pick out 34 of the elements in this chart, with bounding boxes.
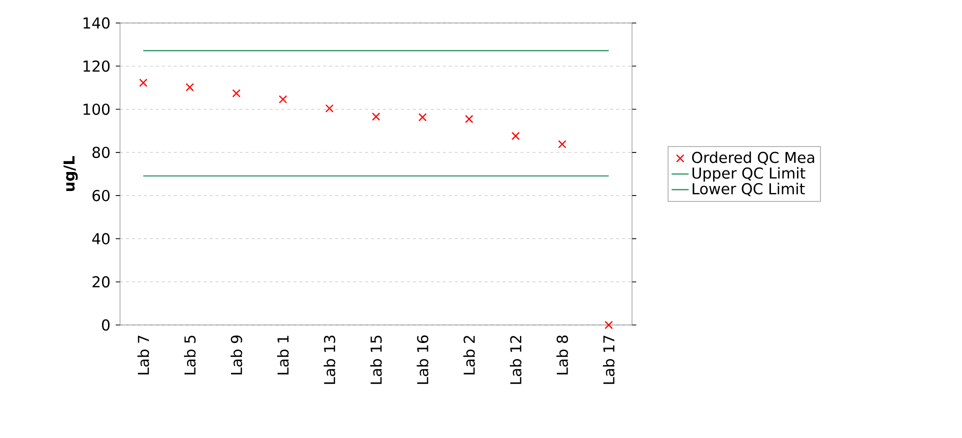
- legend-label: Upper QC Limit: [692, 167, 806, 182]
- y-tick-label: 100: [84, 104, 110, 115]
- y-tick-label: 60: [92, 190, 110, 202]
- x-tick-label: Lab 2: [463, 336, 475, 374]
- x-tick-label: Lab 16: [416, 335, 428, 384]
- x-tick-label: Lab 13: [324, 336, 336, 384]
- x-tick-label: Lab 15: [370, 336, 382, 384]
- point: [139, 78, 148, 87]
- y-tick-label: 0: [102, 319, 110, 331]
- point: [372, 112, 380, 121]
- y-tick-label: 80: [92, 146, 110, 158]
- point: [464, 114, 474, 124]
- point: [604, 320, 613, 330]
- y-tick-label: 40: [92, 233, 110, 244]
- x-tick-label: Lab 9: [230, 336, 242, 374]
- x-tick-label: Lab 12: [510, 336, 522, 384]
- point: [418, 113, 427, 122]
- point: [325, 104, 334, 113]
- point: [232, 89, 241, 98]
- y-tick-label: 20: [92, 276, 110, 288]
- legend-label: Ordered QC Mea: [692, 152, 814, 165]
- y-axis-title: ug/L: [64, 156, 78, 192]
- y-tick-label: 120: [84, 60, 110, 72]
- y-tick-label: 140: [84, 17, 110, 29]
- x-tick-label: Lab 8: [556, 335, 568, 374]
- point: [186, 83, 194, 92]
- point: [512, 132, 520, 140]
- x-tick-label: Lab 7: [137, 336, 150, 374]
- point: [558, 140, 566, 148]
- x-tick-label: Lab 1: [277, 336, 289, 374]
- legend-label: Lower QC Limit: [692, 182, 805, 196]
- x-tick-label: Lab 17: [602, 336, 615, 384]
- point: [278, 95, 288, 104]
- x-tick-label: Lab 5: [184, 336, 196, 374]
